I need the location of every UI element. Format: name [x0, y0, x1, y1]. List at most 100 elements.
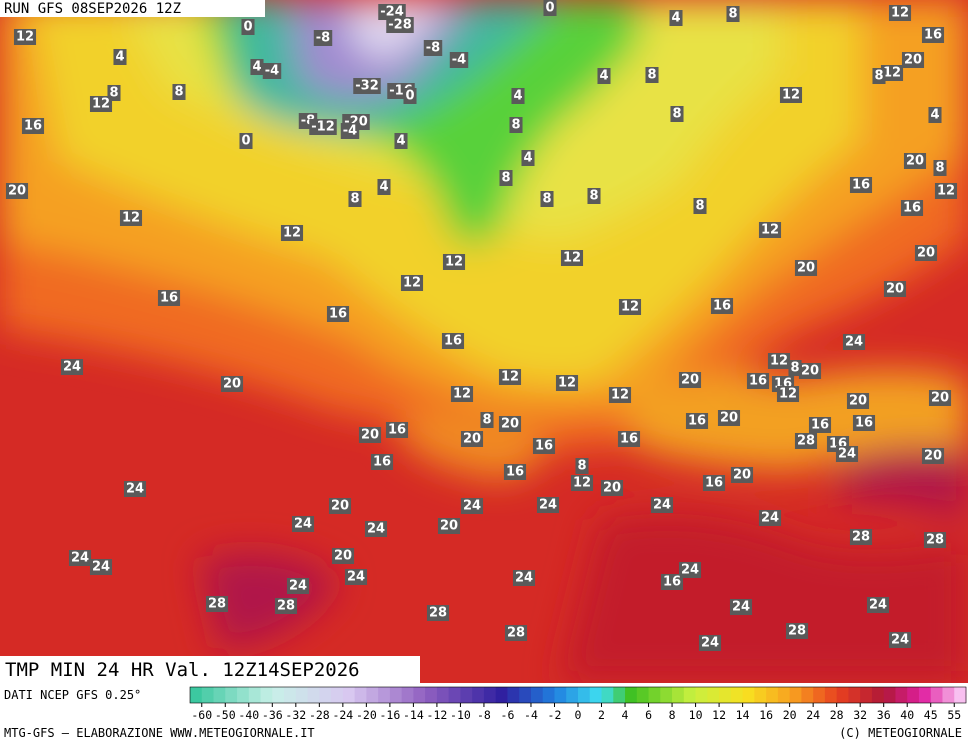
- temp-label: 12: [558, 376, 576, 391]
- temp-label: 12: [770, 354, 788, 369]
- temp-label: 12: [761, 223, 779, 238]
- temp-label: 12: [891, 6, 909, 21]
- label-box: [901, 52, 925, 68]
- temp-label: 20: [681, 373, 699, 388]
- legend-tick-label: 4: [622, 708, 629, 722]
- temp-label: 8: [935, 161, 944, 176]
- temp-label: 24: [701, 636, 719, 651]
- temp-label: 12: [883, 66, 901, 81]
- label-box: [726, 6, 740, 22]
- label-box: [250, 59, 264, 75]
- legend-swatch: [436, 687, 450, 703]
- label-box: [378, 4, 406, 20]
- legend-swatch: [695, 687, 708, 703]
- label-box: [678, 562, 702, 578]
- temp-label: 8: [647, 68, 656, 83]
- temp-label: 20: [440, 519, 458, 534]
- temp-label: 12: [453, 387, 471, 402]
- legend-swatch: [660, 687, 673, 703]
- legend-swatch: [237, 687, 250, 703]
- legend-swatch: [495, 687, 508, 703]
- temp-label: 8: [501, 171, 510, 186]
- legend-swatch: [578, 687, 591, 703]
- label-box: [921, 27, 945, 43]
- label-box: [328, 498, 352, 514]
- legend-tick-label: 2: [598, 708, 605, 722]
- temp-label: 4: [379, 180, 388, 195]
- label-box: [758, 510, 782, 526]
- legend-tick-label: 32: [853, 708, 867, 722]
- temp-label: 24: [653, 498, 671, 513]
- temp-label: 20: [720, 411, 738, 426]
- temp-label: 20: [334, 549, 352, 564]
- label-box: [385, 422, 409, 438]
- legend-tick-label: -4: [524, 708, 538, 722]
- temp-label: 20: [797, 261, 815, 276]
- label-box: [698, 635, 722, 651]
- run-box: [0, 0, 265, 17]
- temp-label: 16: [705, 476, 723, 491]
- temp-label: -32: [355, 79, 379, 94]
- label-box: [543, 0, 557, 16]
- temp-label: 12: [283, 226, 301, 241]
- label-box: [348, 191, 362, 207]
- legend-swatch: [930, 687, 943, 703]
- legend-swatch: [472, 687, 485, 703]
- label-box: [400, 275, 424, 291]
- temp-label: 8: [695, 199, 704, 214]
- label-box: [89, 559, 113, 575]
- source: DATI NCEP GFS 0.25°: [4, 688, 141, 702]
- label-box: [808, 417, 832, 433]
- label-box: [205, 596, 229, 612]
- legend-swatch: [530, 687, 544, 703]
- legend-tick-label: -40: [238, 708, 259, 722]
- label-box: [776, 386, 800, 402]
- label-box: [729, 599, 753, 615]
- temp-label: 16: [663, 575, 681, 590]
- temp-label: 12: [403, 276, 421, 291]
- temp-label: 16: [535, 439, 553, 454]
- label-box: [710, 298, 734, 314]
- temp-label: 28: [208, 597, 226, 612]
- temp-label: 8: [109, 86, 118, 101]
- legend-swatch: [413, 687, 426, 703]
- label-box: [540, 191, 554, 207]
- label-box: [498, 416, 522, 432]
- temp-label: 16: [855, 416, 873, 431]
- label-box: [450, 386, 474, 402]
- legend-swatch: [636, 687, 650, 703]
- legend-tick-label: -12: [427, 708, 448, 722]
- label-box: [60, 359, 84, 375]
- label-box: [442, 254, 466, 270]
- legend-swatch: [331, 687, 344, 703]
- temp-label: 20: [501, 417, 519, 432]
- label-box: [880, 65, 904, 81]
- temp-label: 8: [577, 459, 586, 474]
- label-box: [923, 532, 947, 548]
- legend-swatch: [918, 687, 932, 703]
- legend-swatch: [425, 687, 438, 703]
- label-box: [499, 170, 513, 186]
- label-box: [618, 299, 642, 315]
- temp-label: 24: [539, 498, 557, 513]
- temp-label: 24: [681, 563, 699, 578]
- label-box: [746, 373, 770, 389]
- legend-tick-label: -16: [379, 708, 400, 722]
- legend-swatch: [801, 687, 814, 703]
- legend-swatch: [401, 687, 414, 703]
- label-box: [286, 578, 310, 594]
- label-box: [570, 475, 594, 491]
- legend-swatch: [848, 687, 861, 703]
- temp-label: 28: [926, 533, 944, 548]
- legend-tick-label: 8: [669, 708, 676, 722]
- label-box: [377, 179, 391, 195]
- legend-swatch: [777, 687, 791, 703]
- label-box: [670, 106, 684, 122]
- label-box: [358, 427, 382, 443]
- label-box: [650, 497, 674, 513]
- temp-label: 24: [761, 511, 779, 526]
- legend-swatch: [860, 687, 873, 703]
- label-box: [353, 78, 381, 94]
